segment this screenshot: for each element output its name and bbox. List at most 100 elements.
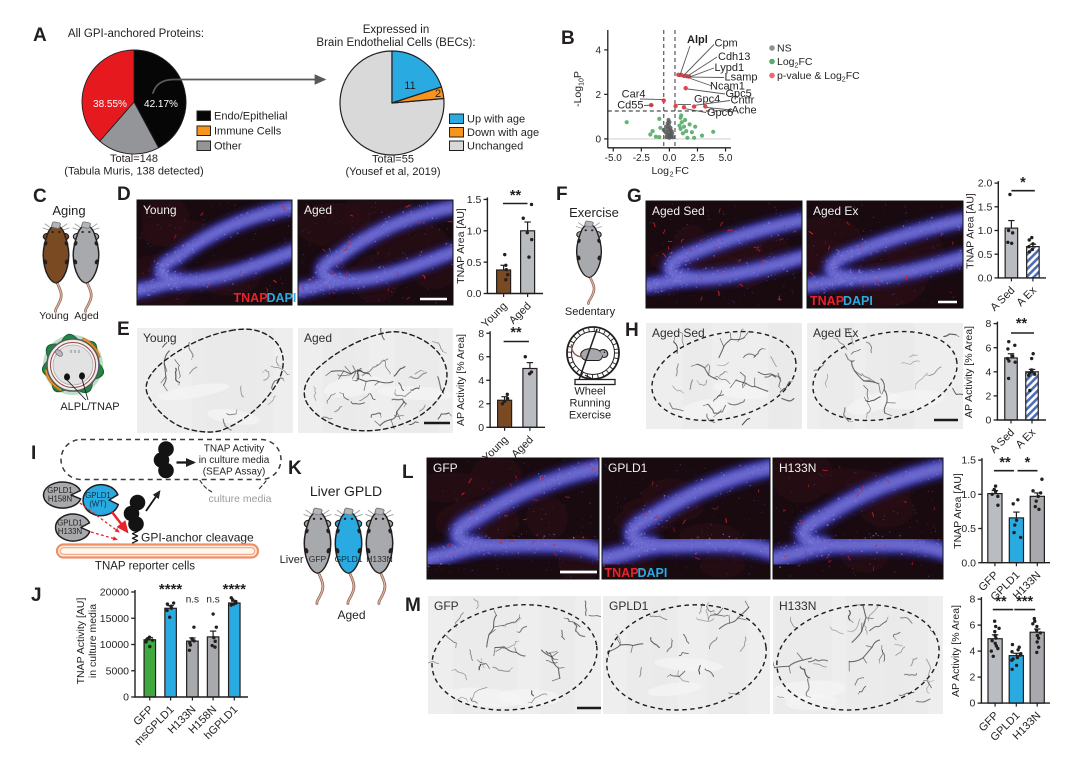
svg-text:(Yousef et al, 2019): (Yousef et al, 2019)	[346, 166, 441, 178]
svg-text:Young: Young	[143, 203, 177, 217]
svg-text:Exercise: Exercise	[569, 410, 611, 422]
svg-text:Sedentary: Sedentary	[565, 306, 616, 318]
svg-text:Running: Running	[570, 398, 611, 410]
svg-text:H133N: H133N	[779, 599, 816, 613]
svg-text:Aged: Aged	[304, 331, 332, 345]
svg-text:AP Activity [% Area]: AP Activity [% Area]	[963, 326, 975, 418]
svg-text:2.5: 2.5	[691, 153, 705, 164]
svg-text:ALPL/TNAP: ALPL/TNAP	[60, 401, 119, 413]
svg-text:2: 2	[435, 88, 441, 100]
svg-text:4: 4	[595, 45, 601, 56]
svg-text:2: 2	[970, 672, 976, 684]
svg-text:TNAP: TNAP	[810, 294, 844, 308]
svg-text:4: 4	[478, 375, 484, 387]
svg-text:All GPI-anchored Proteins:: All GPI-anchored Proteins:	[68, 28, 204, 40]
svg-text:DAPI: DAPI	[843, 294, 873, 308]
svg-text:8: 8	[478, 328, 484, 340]
svg-text:TNAP Activity: TNAP Activity	[204, 444, 264, 455]
svg-text:0.0: 0.0	[467, 288, 482, 300]
svg-text:(SEAP Assay): (SEAP Assay)	[203, 467, 266, 478]
svg-text:*: *	[1020, 175, 1026, 191]
svg-text:J: J	[31, 585, 42, 606]
svg-text:E: E	[117, 319, 130, 340]
svg-text:DAPI: DAPI	[638, 566, 668, 580]
svg-text:5000: 5000	[106, 665, 130, 677]
svg-text:0: 0	[986, 415, 992, 427]
svg-text:Wheel: Wheel	[574, 386, 605, 398]
svg-text:**: **	[1016, 316, 1028, 332]
svg-text:Young: Young	[143, 331, 177, 345]
svg-text:NS: NS	[777, 43, 792, 55]
svg-text:Ache: Ache	[732, 105, 757, 117]
svg-text:Endo/Epithelial: Endo/Epithelial	[214, 111, 287, 123]
svg-text:Cd55: Cd55	[617, 100, 643, 112]
svg-text:GFP: GFP	[434, 599, 459, 613]
svg-text:Aged: Aged	[304, 203, 332, 217]
svg-text:8: 8	[970, 594, 976, 606]
svg-text:0.0: 0.0	[662, 153, 676, 164]
svg-text:10000: 10000	[100, 639, 129, 651]
svg-text:A: A	[33, 25, 47, 46]
svg-text:***: ***	[1016, 594, 1033, 610]
svg-text:H133N: H133N	[58, 527, 82, 536]
svg-text:Aging: Aging	[52, 203, 85, 218]
svg-text:GPI-anchor cleavage: GPI-anchor cleavage	[141, 531, 254, 545]
svg-text:2: 2	[670, 172, 674, 179]
svg-text:Aged: Aged	[74, 310, 99, 322]
svg-text:K: K	[288, 458, 302, 479]
svg-text:TNAP Area [AU]: TNAP Area [AU]	[952, 473, 964, 549]
svg-text:Unchanged: Unchanged	[467, 141, 523, 153]
svg-text:0: 0	[123, 692, 129, 704]
svg-text:0: 0	[595, 134, 601, 145]
svg-text:11: 11	[404, 80, 415, 92]
svg-text:1.0: 1.0	[467, 225, 482, 237]
svg-text:4: 4	[970, 646, 976, 658]
svg-text:n.s: n.s	[186, 595, 199, 606]
svg-text:B: B	[561, 28, 575, 49]
svg-text:TNAP Area [AU]: TNAP Area [AU]	[965, 193, 977, 269]
svg-text:5.0: 5.0	[719, 153, 733, 164]
svg-text:0.5: 0.5	[467, 257, 482, 269]
svg-text:Aged: Aged	[337, 608, 365, 622]
svg-text:TNAP: TNAP	[234, 291, 268, 305]
svg-text:8: 8	[986, 318, 992, 330]
svg-text:TNAP Activity [AU]: TNAP Activity [AU]	[75, 598, 87, 685]
svg-text:p-value & Log2FC: p-value & Log2FC	[777, 70, 860, 84]
svg-text:15000: 15000	[100, 613, 129, 625]
svg-text:H133N: H133N	[779, 461, 816, 475]
svg-text:M: M	[405, 595, 421, 616]
svg-text:G: G	[627, 186, 642, 207]
svg-text:1.5: 1.5	[961, 455, 976, 467]
svg-text:TNAP: TNAP	[605, 566, 639, 580]
svg-text:38.55%: 38.55%	[93, 99, 127, 110]
svg-text:****: ****	[159, 581, 183, 598]
svg-text:in culture media: in culture media	[199, 455, 270, 466]
svg-text:2: 2	[478, 398, 484, 410]
svg-text:-Log10P: -Log10P	[572, 71, 586, 107]
svg-text:6: 6	[986, 342, 992, 354]
svg-text:Aged Ex: Aged Ex	[813, 326, 858, 340]
svg-text:**: **	[510, 325, 522, 341]
svg-text:AP Activity [% Area]: AP Activity [% Area]	[950, 605, 962, 697]
svg-text:Brain Endothelial Cells (BECs): Brain Endothelial Cells (BECs):	[316, 37, 475, 49]
svg-text:*: *	[1025, 455, 1031, 471]
svg-text:GPLD1: GPLD1	[335, 554, 363, 564]
svg-text:**: **	[510, 188, 522, 204]
svg-text:C: C	[33, 186, 47, 207]
svg-text:x x x: x x x	[70, 349, 81, 355]
svg-text:**: **	[995, 594, 1007, 610]
svg-text:-5.0: -5.0	[605, 153, 623, 164]
svg-text:Liver GPLD: Liver GPLD	[310, 483, 382, 499]
svg-text:6: 6	[478, 351, 484, 363]
svg-text:Aged Ex: Aged Ex	[813, 204, 858, 218]
svg-text:(WT): (WT)	[89, 500, 107, 509]
svg-text:Exercise: Exercise	[569, 205, 619, 220]
svg-text:20000: 20000	[100, 587, 129, 599]
svg-text:Expressed in: Expressed in	[363, 24, 429, 36]
svg-text:1.5: 1.5	[467, 194, 482, 206]
svg-text:Aged Sed: Aged Sed	[652, 204, 705, 218]
svg-text:Gpc6: Gpc6	[707, 107, 733, 119]
svg-text:0: 0	[970, 698, 976, 710]
svg-text:1.5: 1.5	[978, 201, 993, 213]
svg-text:DAPI: DAPI	[267, 291, 297, 305]
